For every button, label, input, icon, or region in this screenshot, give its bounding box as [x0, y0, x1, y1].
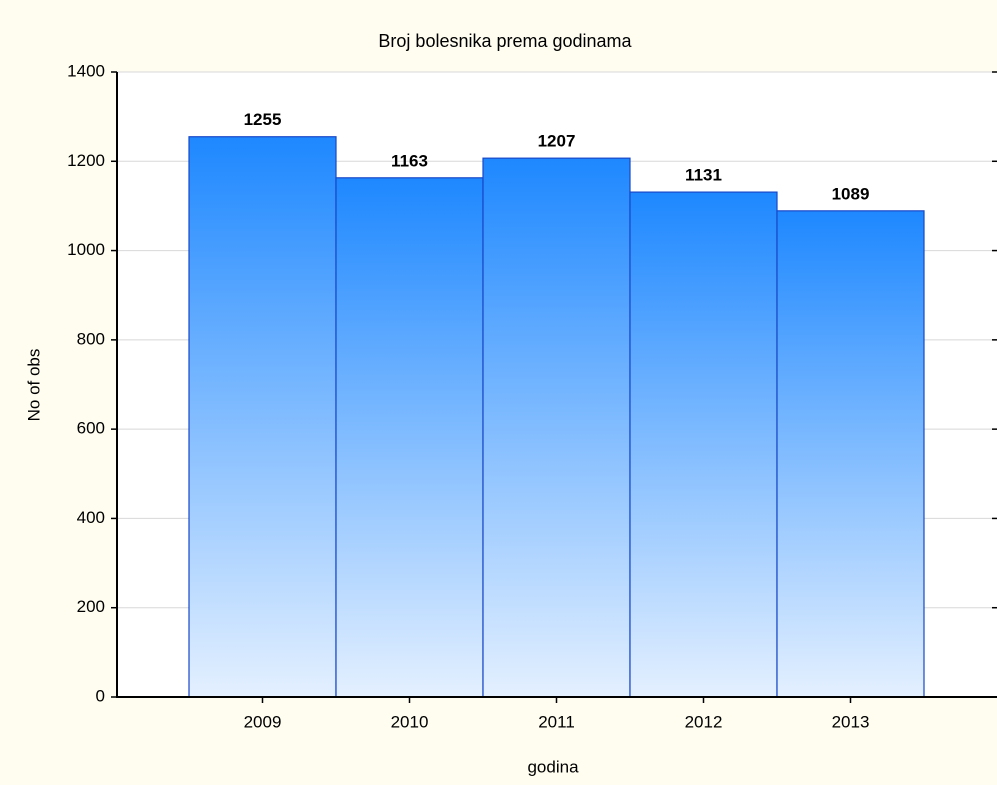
data-label: 1207 [538, 132, 576, 151]
y-tick-label: 1400 [67, 61, 105, 80]
y-tick-label: 0 [96, 686, 105, 705]
y-tick-label: 1200 [67, 151, 105, 170]
data-label: 1163 [391, 151, 428, 170]
y-tick-label: 800 [77, 329, 105, 348]
bar [629, 191, 778, 698]
x-tick-label: 2013 [832, 712, 870, 731]
x-tick-label: 2011 [538, 712, 575, 731]
data-label: 1131 [685, 166, 722, 185]
bar [335, 177, 484, 698]
x-tick-label: 2009 [244, 712, 282, 731]
y-tick-label: 600 [77, 419, 105, 438]
data-label: 1255 [244, 110, 282, 129]
data-label: 1089 [832, 184, 870, 203]
y-tick-label: 400 [77, 508, 105, 527]
x-tick-label: 2010 [391, 712, 429, 731]
bar [482, 157, 631, 698]
y-axis-label: No of obs [24, 349, 43, 422]
y-tick-label: 200 [77, 597, 105, 616]
y-tick-label: 1000 [67, 240, 105, 259]
x-axis-label: godina [527, 757, 579, 776]
bar [776, 210, 925, 698]
x-tick-label: 2012 [685, 712, 723, 731]
bar [188, 136, 337, 698]
chart-title: Broj bolesnika prema godinama [378, 31, 632, 51]
